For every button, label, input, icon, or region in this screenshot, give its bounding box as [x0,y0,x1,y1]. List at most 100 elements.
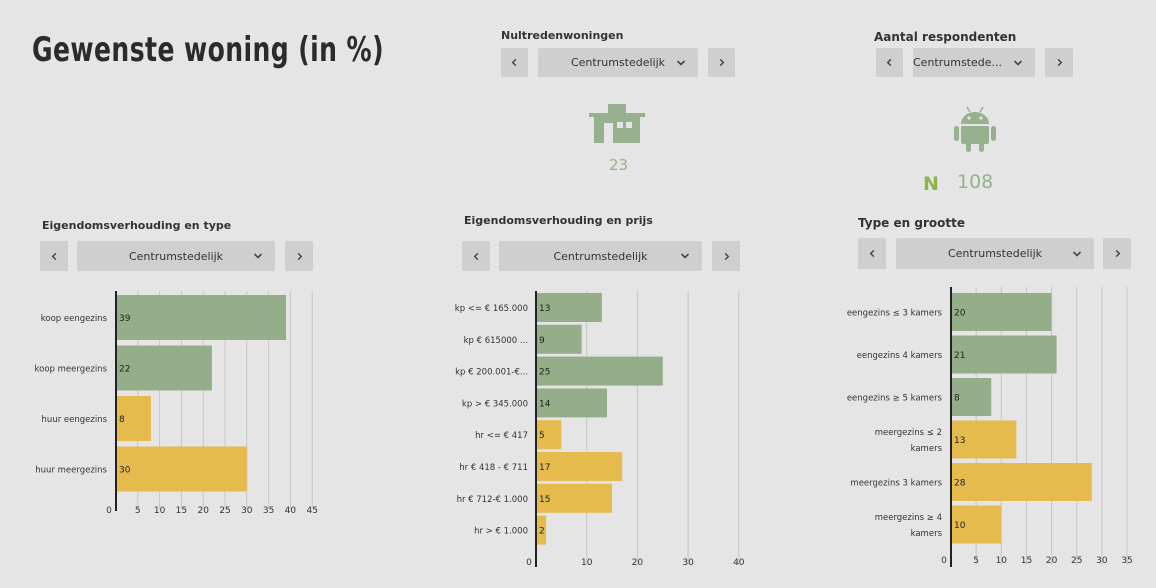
category-label: hr > € 1.000 [474,527,528,537]
tick-label: 15 [1021,556,1032,566]
chevron-left-icon [869,249,874,258]
respondenten-select-value: Centrumstede... [913,56,1002,69]
chevron-left-icon [51,252,56,260]
category-label: hr <= € 417 [475,431,528,441]
bar-6[interactable] [536,452,623,481]
category-label: meergezins ≤ 2 kamers [875,428,943,454]
bar-5[interactable] [951,463,1092,501]
category-label: kp > € 345.000 [462,399,528,409]
panel-1-next-button[interactable] [285,241,313,271]
chevron-down-icon [1072,250,1082,257]
respondenten-select[interactable]: Centrumstede... [913,48,1035,77]
panel-3-next-button[interactable] [1103,238,1131,269]
panel-2-title: Eigendomsverhouding en prijs [464,214,653,227]
tick-label: 5 [973,556,979,566]
tick-label: 45 [306,506,317,516]
bar-2[interactable] [536,324,582,354]
chevron-right-icon [297,252,302,260]
bar-3[interactable] [536,356,663,386]
category-label: huur eengezins [42,415,108,425]
respondenten-next-button[interactable] [1045,48,1073,77]
data-label: 15 [539,495,550,505]
chevron-right-icon [1115,249,1120,258]
panel-1-prev-button[interactable] [40,241,68,271]
chevron-right-icon [724,252,729,260]
respondenten-value: 108 [957,171,994,193]
house-icon [589,104,645,143]
data-label: 20 [954,309,966,319]
panel-1-select[interactable]: Centrumstedelijk [77,241,275,271]
data-label: 21 [954,351,965,361]
chevron-left-icon [511,58,517,67]
nultreden-prev-button[interactable] [501,48,528,77]
tick-label: 5 [135,506,141,516]
tick-label: 0 [526,558,532,568]
panel-2-select[interactable]: Centrumstedelijk [499,241,702,271]
bar-6[interactable] [951,505,1002,544]
bar-1[interactable] [951,293,1052,331]
data-label: 30 [119,466,131,476]
chevron-down-icon [253,253,263,259]
bar-3[interactable] [116,396,151,441]
chevron-down-icon [680,253,690,259]
data-label: 9 [539,336,545,346]
panel-2-prev-button[interactable] [462,241,490,271]
tick-label: 35 [263,506,274,516]
panel-3-prev-button[interactable] [858,238,886,269]
category-label: koop meergezins [35,365,108,375]
tick-label: 25 [1071,556,1082,566]
category-label: meergezins 3 kamers [850,479,942,489]
chevron-down-icon [676,59,686,66]
tick-label: 10 [581,558,593,568]
category-label: hr € 418 - € 711 [459,463,528,473]
data-label: 25 [539,368,550,378]
chevron-right-icon [719,58,725,67]
chart-type-grootte: 20 eengezins ≤ 3 kamers 21 eengezins 4 kame… [847,287,1133,567]
tick-label: 25 [219,506,230,516]
data-label: 13 [954,436,965,446]
bar-7[interactable] [536,483,613,513]
tick-label: 30 [1096,556,1108,566]
panel-3-select-value: Centrumstedelijk [947,247,1043,260]
tick-label: 20 [632,558,644,568]
tick-label: 10 [996,556,1008,566]
data-label: 8 [954,394,960,404]
bar-2[interactable] [951,335,1057,374]
bar-8[interactable] [536,515,547,545]
category-label: koop eengezins [41,314,108,324]
bar-3[interactable] [951,378,992,416]
data-label: 8 [119,415,125,425]
nultreden-title: Nultredenwoningen [501,29,624,42]
panel-2-next-button[interactable] [712,241,740,271]
bar-4[interactable] [536,388,607,418]
tick-label: 30 [682,558,694,568]
panel-3-title: Type en grootte [858,216,965,230]
data-label: 14 [539,399,551,409]
panel-1-title: Eigendomsverhouding en type [42,219,232,232]
category-label: hr € 712-€ 1.000 [457,495,528,505]
tick-label: 30 [241,506,253,516]
bar-1[interactable] [536,293,602,322]
android-icon [954,106,996,152]
tick-label: 15 [176,506,187,516]
nultreden-select[interactable]: Centrumstedelijk [538,48,698,77]
tick-label: 0 [941,556,947,566]
category-label: kp € 200.001-€... [455,368,528,378]
data-label: 22 [119,365,130,375]
bar-5[interactable] [536,420,562,450]
panel-1-select-value: Centrumstedelijk [128,249,224,263]
bar-2[interactable] [116,345,212,391]
respondenten-n-label: N [923,173,939,195]
nultreden-select-value: Centrumstedelijk [570,56,666,69]
data-label: 39 [119,314,131,324]
respondenten-prev-button[interactable] [876,48,903,77]
panel-3-select[interactable]: Centrumstedelijk [896,238,1094,269]
category-label: meergezins ≥ 4 kamers [875,513,943,539]
nultreden-next-button[interactable] [708,48,735,77]
bar-4[interactable] [116,446,247,492]
tick-label: 10 [154,506,166,516]
chevron-left-icon [473,252,478,260]
bar-4[interactable] [951,420,1017,459]
bar-1[interactable] [116,295,287,340]
